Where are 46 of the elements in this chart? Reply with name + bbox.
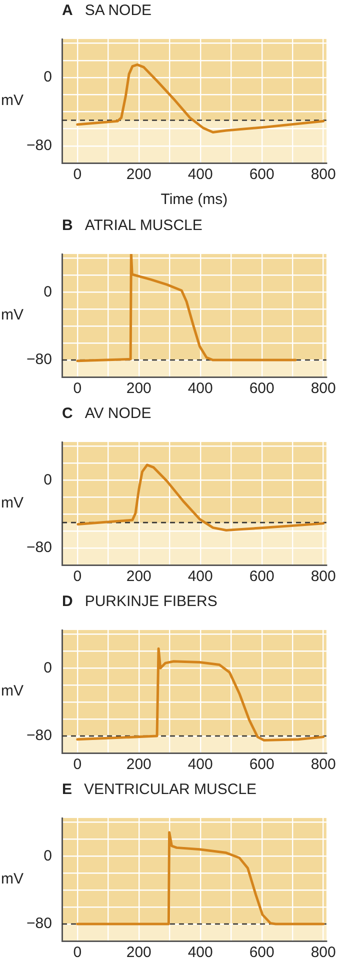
- x-tick-label: 800: [310, 166, 336, 184]
- x-tick-label: 400: [188, 380, 213, 398]
- y-axis-title: mV: [1, 92, 24, 110]
- x-tick-label: 800: [310, 380, 336, 398]
- x-tick-label: 0: [73, 166, 82, 184]
- x-tick-label: 200: [126, 380, 152, 398]
- y-tick-label: −80: [26, 351, 52, 368]
- x-tick-label: 600: [249, 568, 274, 586]
- y-tick-label: −80: [26, 137, 52, 154]
- y-tick-label: 0: [44, 659, 52, 676]
- chart-title: B ATRIAL MUSCLE: [61, 216, 204, 235]
- y-axis-title: mV: [1, 870, 24, 888]
- y-tick-label: 0: [44, 847, 52, 864]
- x-tick-label: 400: [188, 568, 213, 586]
- chart-title: E VENTRICULAR MUSCLE: [61, 780, 258, 799]
- y-tick-label: 0: [44, 471, 52, 488]
- x-tick-label: 200: [126, 166, 152, 184]
- y-tick-label: 0: [44, 68, 52, 86]
- y-axis-title: mV: [1, 682, 24, 700]
- y-tick-label: 0: [44, 283, 52, 300]
- y-tick-label: −80: [26, 727, 52, 744]
- x-tick-label: 0: [73, 380, 82, 398]
- y-axis-title: mV: [1, 494, 24, 512]
- x-tick-label: 800: [310, 944, 336, 962]
- x-tick-label: 400: [188, 166, 213, 184]
- x-tick-label: 600: [249, 756, 274, 774]
- chart-title: D PURKINJE FIBERS: [61, 592, 218, 611]
- x-tick-label: 600: [249, 166, 274, 184]
- chart-title: C AV NODE: [61, 404, 152, 423]
- x-tick-label: 200: [126, 568, 152, 586]
- y-axis-title: mV: [1, 306, 24, 324]
- y-tick-label: −80: [26, 915, 52, 932]
- x-tick-label: 800: [310, 756, 336, 774]
- x-tick-label: 400: [188, 756, 213, 774]
- y-tick-label: −80: [26, 539, 52, 556]
- x-tick-label: 800: [310, 568, 336, 586]
- x-axis-title: Time (ms): [160, 191, 228, 208]
- x-tick-label: 0: [73, 568, 82, 586]
- x-tick-label: 0: [73, 944, 82, 962]
- x-tick-label: 200: [126, 944, 152, 962]
- x-tick-label: 600: [249, 380, 274, 398]
- x-tick-label: 200: [126, 756, 152, 774]
- x-tick-label: 400: [188, 944, 213, 962]
- x-tick-label: 0: [73, 756, 82, 774]
- x-tick-label: 600: [249, 944, 274, 962]
- chart-title: A SA NODE: [61, 1, 153, 20]
